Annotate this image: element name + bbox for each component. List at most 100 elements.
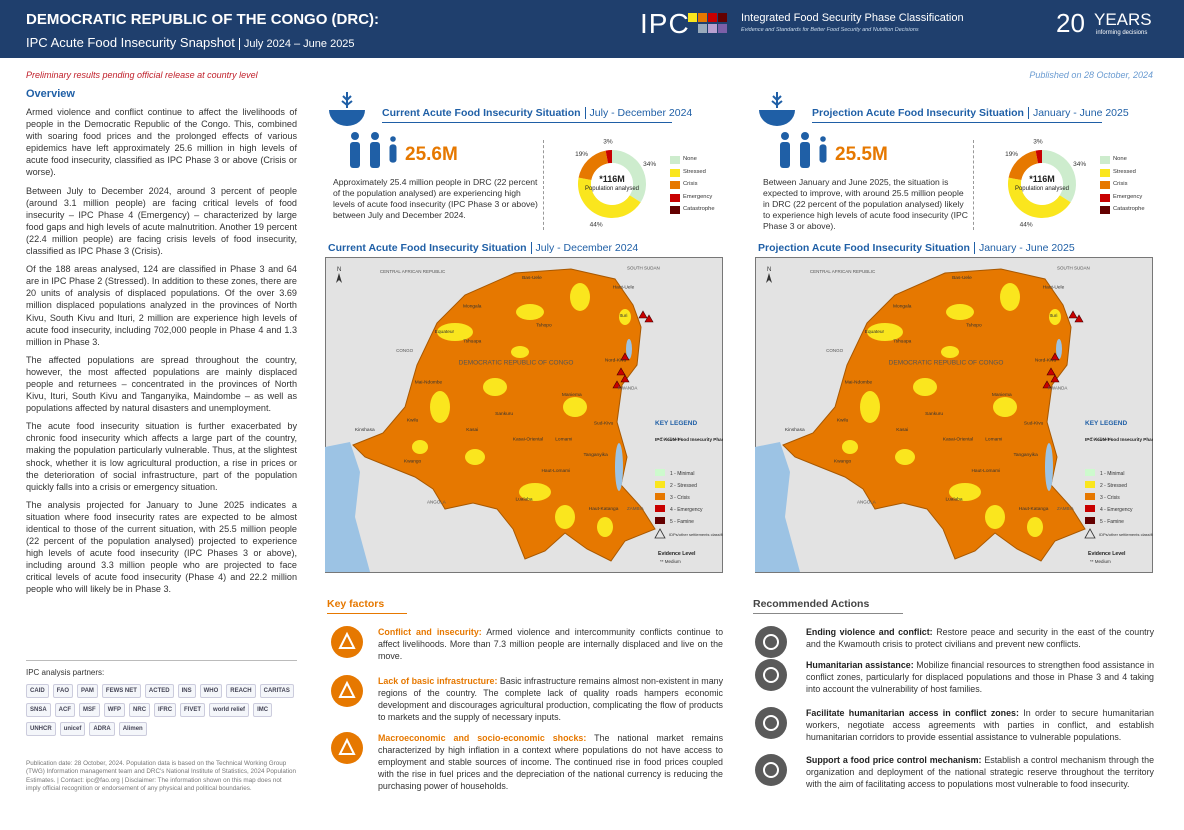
idp-marker xyxy=(644,314,654,323)
idp-marker xyxy=(1050,374,1060,383)
item-text: Support a food price control mechanism: … xyxy=(806,755,1154,791)
province-label: Tshuapa xyxy=(463,338,481,344)
factor-icon xyxy=(331,675,363,707)
province-label: Mongala xyxy=(893,304,912,310)
phase-swatch xyxy=(1085,505,1095,512)
item-body: In order to secure humanitarian workers,… xyxy=(806,708,1154,742)
idp-label: IDPs/other settlements classification xyxy=(1099,532,1153,537)
evidence-value: ** Medium xyxy=(660,559,681,564)
country-label: DEMOCRATIC REPUBLIC OF CONGO xyxy=(459,359,574,366)
stressed-area xyxy=(430,391,450,423)
donut-center-label: Population analysed xyxy=(585,186,639,192)
body xyxy=(370,142,380,168)
ocean xyxy=(325,442,370,572)
stressed-area xyxy=(519,483,551,501)
label: Population analysed xyxy=(585,186,639,192)
subtitle: IPC Acute Food Insecurity Snapshot xyxy=(26,35,235,50)
action-icon xyxy=(755,754,787,786)
country-label: SOUTH SUDAN xyxy=(627,266,660,271)
province-label: Mai-Ndombe xyxy=(845,379,873,385)
idp-marker xyxy=(620,352,630,361)
head xyxy=(371,132,379,140)
legend-label: Stressed xyxy=(683,168,706,175)
partner-logo: CAID xyxy=(26,684,49,698)
panel-underline xyxy=(812,122,1102,123)
north-arrow xyxy=(766,273,772,283)
donut-label: 34% xyxy=(1073,161,1086,168)
partner-logo: INS xyxy=(177,684,196,698)
icon-glyph xyxy=(763,715,779,731)
phase-label: 2 - Stressed xyxy=(670,483,697,489)
province-label: Kasai-Oriental xyxy=(513,436,543,442)
province-label: Haut-Lomami xyxy=(971,468,1000,474)
bowl xyxy=(329,110,365,126)
evidence-heading: Evidence Level xyxy=(1088,551,1126,557)
phase-swatch xyxy=(1085,493,1095,500)
province-label: Haut-Uele xyxy=(1043,285,1065,291)
partner-logo: CARITAS xyxy=(259,684,294,698)
partner-logo: WHO xyxy=(199,684,223,698)
idp-marker xyxy=(612,380,622,389)
province-label: Kwango xyxy=(404,458,422,464)
lake xyxy=(615,443,623,491)
idp-symbol xyxy=(1084,528,1096,539)
period: January - June 2025 xyxy=(973,242,1075,254)
overview-paragraph: The analysis projected for January to Ju… xyxy=(26,499,297,595)
idp-marker xyxy=(638,310,648,319)
years-number: 20 xyxy=(1056,8,1085,38)
stressed-area xyxy=(949,483,981,501)
bar xyxy=(708,24,717,33)
classification: IPC Acute Food Insecurity Phase Classifi… xyxy=(655,437,723,442)
province-label: Tshopo xyxy=(536,323,552,329)
donut: 34% 44% 19% 3% *116M Population analysed xyxy=(1005,139,1086,229)
lake xyxy=(1056,339,1062,359)
phase-swatch xyxy=(655,517,665,524)
key-legend-heading: KEY LEGEND xyxy=(1085,420,1127,427)
legend-swatch xyxy=(1100,156,1110,164)
icon-bg xyxy=(755,659,787,691)
phase-swatch xyxy=(1085,469,1095,476)
head xyxy=(801,132,809,140)
phase-label: 1 - Minimal xyxy=(1100,471,1124,477)
stressed-area xyxy=(511,346,529,358)
ipc-tagline: Evidence and Standards for Better Food S… xyxy=(741,27,919,33)
phase-label: 1 - Minimal xyxy=(670,471,694,477)
phase-swatch xyxy=(655,493,665,500)
partner-logo: ACF xyxy=(54,703,76,717)
head xyxy=(390,136,396,142)
people-icon xyxy=(780,132,827,168)
phase-swatch xyxy=(655,505,665,512)
partner-logo: FAO xyxy=(52,684,74,698)
province-label: Kinshasa xyxy=(355,427,375,433)
key-legend-classification: IPC Acute Food Insecurity Phase Classifi… xyxy=(1085,437,1153,442)
legend-swatch xyxy=(1100,181,1110,189)
legend-swatch xyxy=(1100,206,1110,214)
body xyxy=(389,144,397,163)
partner-logo: SNSA xyxy=(26,703,51,717)
icon-glyph xyxy=(763,762,779,778)
item-body: The national market remains characterize… xyxy=(378,733,724,791)
body xyxy=(800,142,810,168)
legend-label: Emergency xyxy=(683,193,713,200)
figure: 25.6M xyxy=(405,144,458,165)
item-title: Lack of basic infrastructure: xyxy=(378,676,498,686)
province-label: Haut-Katanga xyxy=(1019,506,1049,512)
legend-label: Emergency xyxy=(1113,193,1143,200)
divider xyxy=(26,660,297,661)
idp-marker xyxy=(1046,367,1056,376)
partner-logo: unicef xyxy=(59,722,86,736)
donut-center: *116M xyxy=(1029,174,1055,184)
map: CENTRAL AFRICAN REPUBLIC SOUTH SUDAN CONGO… xyxy=(325,257,723,573)
label: Population analysed xyxy=(1015,186,1069,192)
bowl xyxy=(759,110,795,126)
head xyxy=(351,132,359,140)
country-label: CENTRAL AFRICAN REPUBLIC xyxy=(810,269,876,274)
province-label: Tshopo xyxy=(966,323,982,329)
phase-swatch xyxy=(655,481,665,488)
country-label: CENTRAL AFRICAN REPUBLIC xyxy=(380,269,446,274)
province-label: Tanganyika xyxy=(1013,452,1038,458)
legend-swatch xyxy=(670,206,680,214)
partner-logo: IFRC xyxy=(154,703,177,717)
province-label: Tanganyika xyxy=(583,452,608,458)
action-icon xyxy=(755,626,787,658)
